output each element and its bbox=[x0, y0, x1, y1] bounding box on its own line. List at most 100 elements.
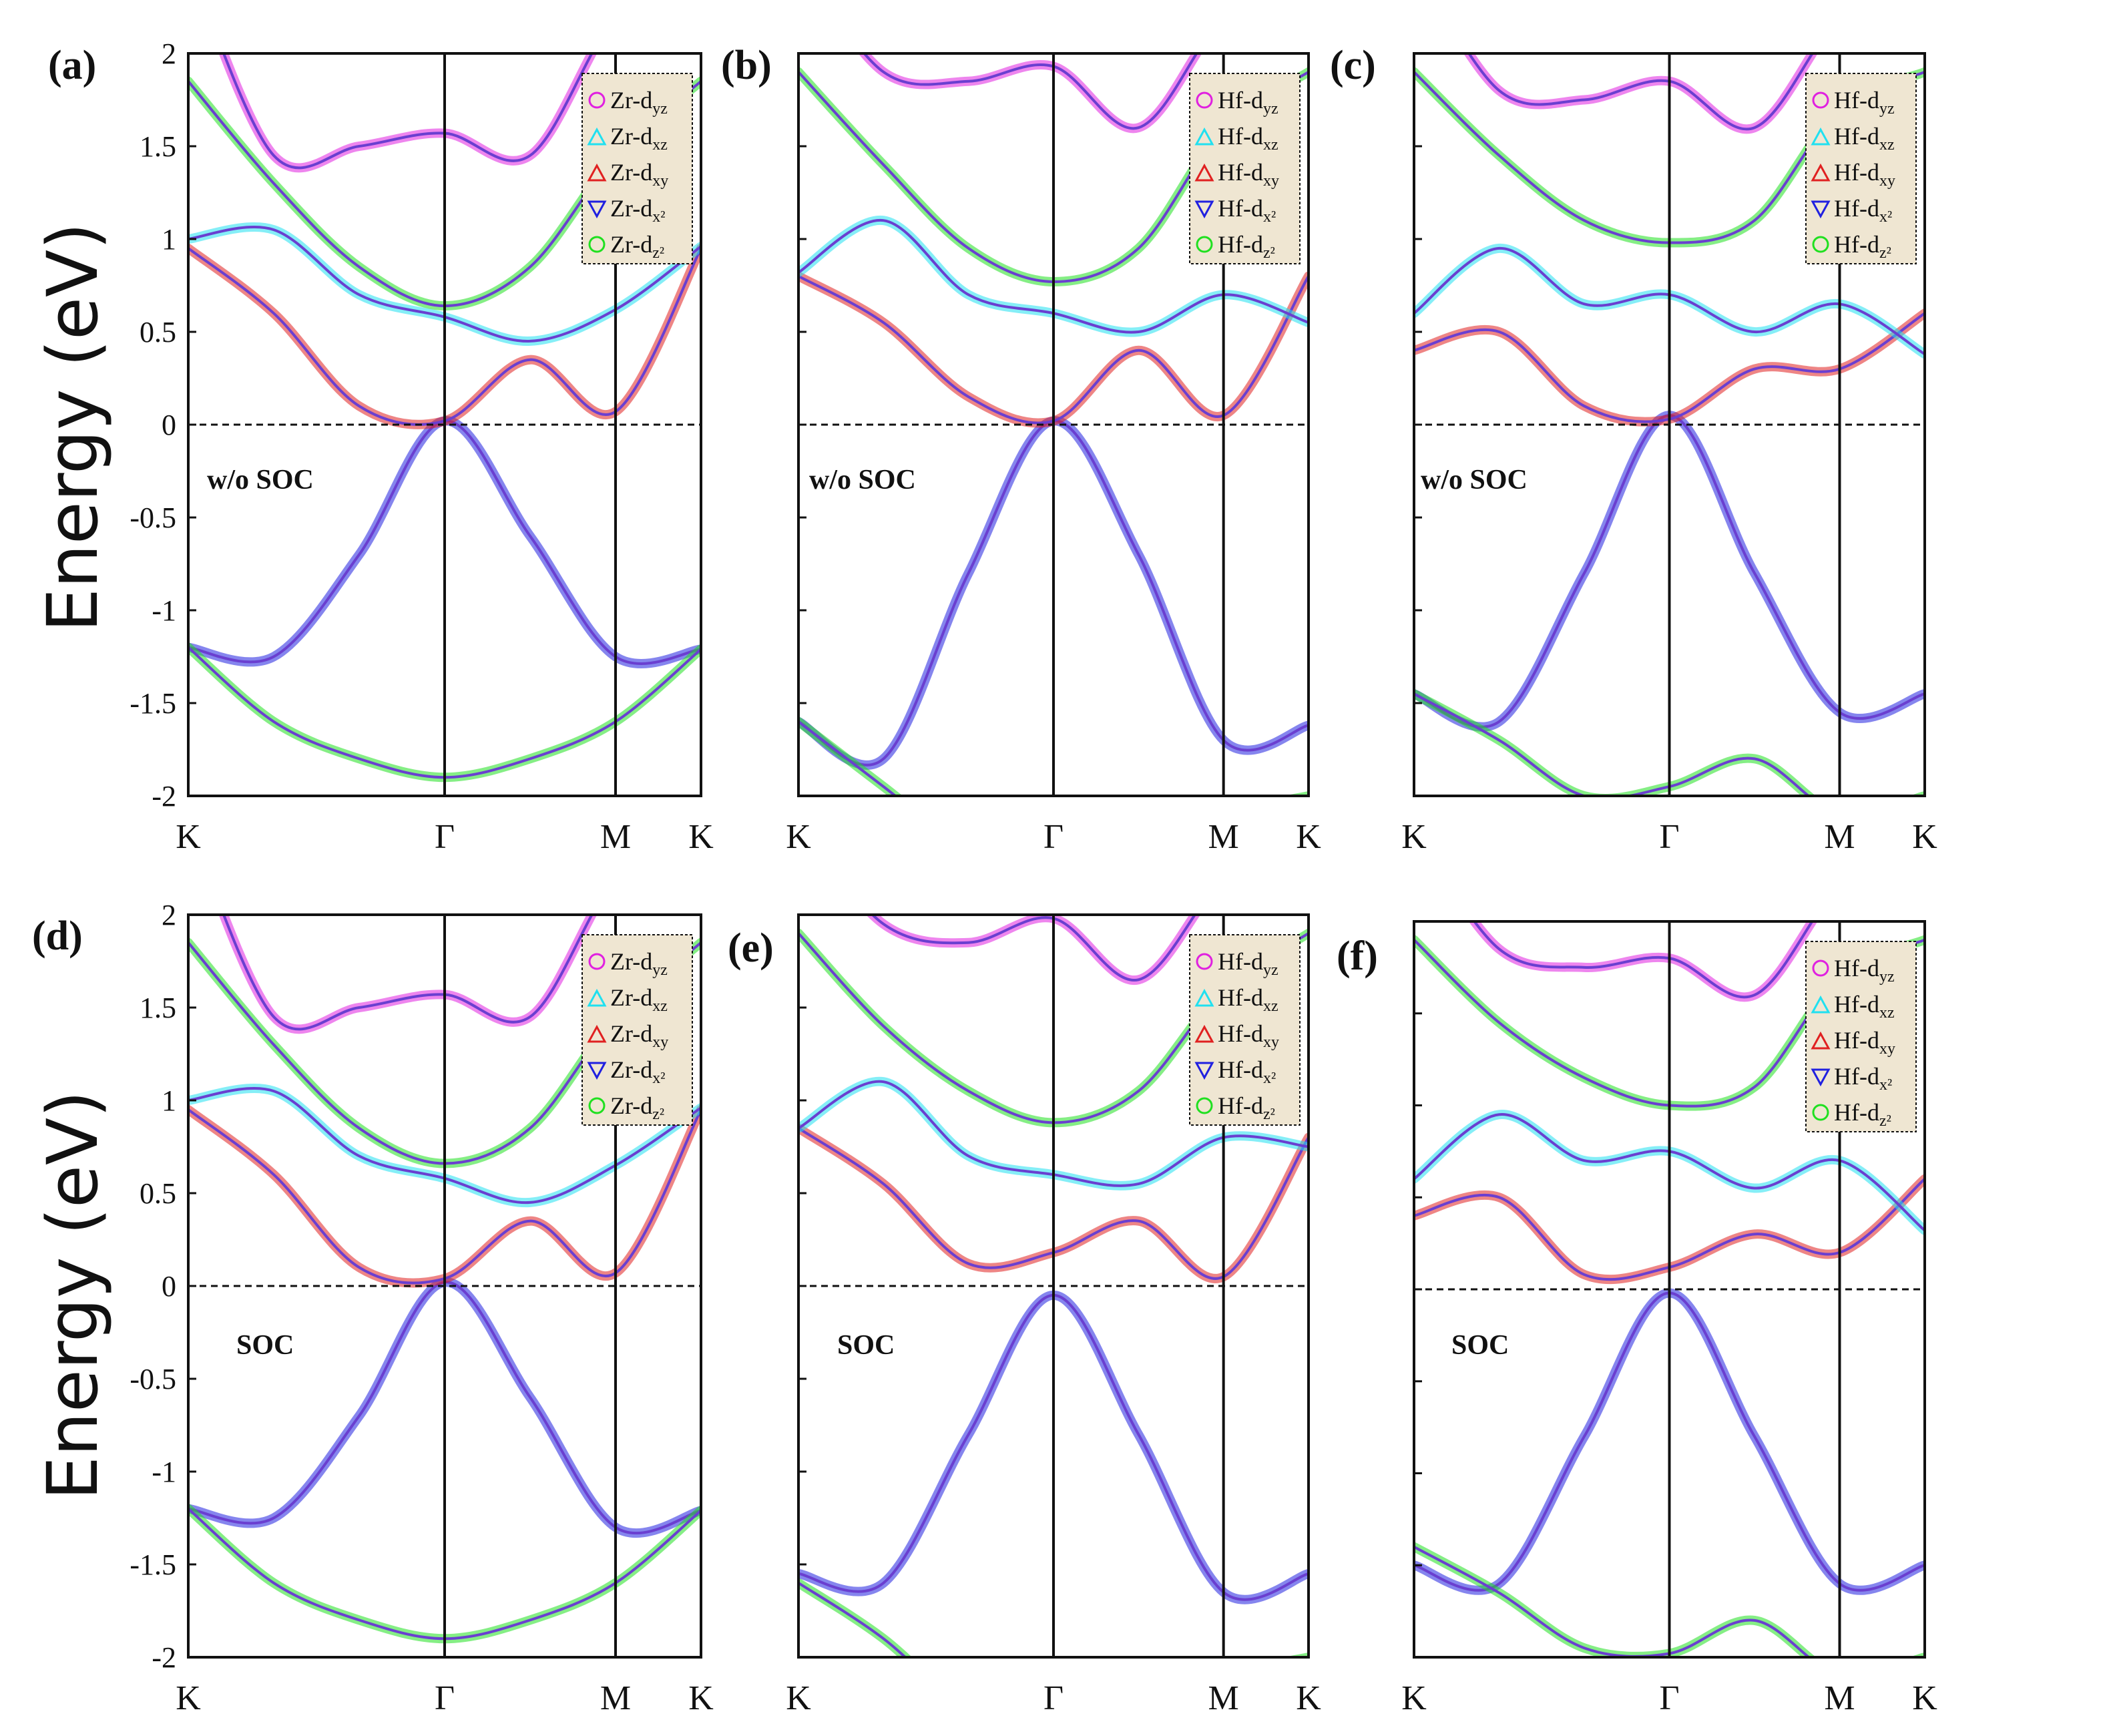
legend-entry-dxy-symbol bbox=[587, 1024, 607, 1043]
legend-box bbox=[581, 73, 693, 264]
legend-entry-dyz-circle-marker bbox=[1196, 91, 1213, 109]
legend-entry-dx2-triangle-down-marker bbox=[1811, 1068, 1831, 1087]
legend-entry-dxz-triangle-marker bbox=[1811, 995, 1831, 1014]
kpoint-label-3: K bbox=[1912, 1679, 1937, 1717]
y-tick-label: 1 bbox=[162, 223, 176, 256]
legend-entry-dx2-symbol bbox=[587, 1062, 607, 1080]
legend-entry-dxy-label: Hf-dxy bbox=[1218, 159, 1279, 190]
legend-entry-dyz-symbol bbox=[588, 91, 606, 109]
panel-label: (f) bbox=[1337, 933, 1378, 979]
legend-entry-dz2-circle-marker bbox=[588, 236, 606, 253]
legend: Zr-dyz Zr-dxz Zr-dxy Zr-dx² Zr-dz² bbox=[581, 73, 693, 264]
legend-entry-dxz-symbol bbox=[1811, 127, 1831, 146]
legend-entry-dyz-symbol bbox=[588, 953, 606, 970]
legend-entry-dxy-symbol bbox=[1194, 163, 1214, 182]
legend-entry-dxz-label: Hf-dxz bbox=[1834, 991, 1895, 1022]
soc-annotation: SOC bbox=[837, 1330, 895, 1361]
y-axis-label-top: Energy (eV) bbox=[32, 222, 113, 632]
kpoint-label-1: Γ bbox=[1659, 1679, 1679, 1717]
legend-entry-dx2-label: Hf-dx² bbox=[1218, 195, 1276, 226]
legend-entry-dxz-symbol bbox=[1194, 127, 1214, 146]
legend-entry-dyz-circle-marker bbox=[1812, 91, 1829, 109]
legend-entry-dyz-circle-marker bbox=[588, 953, 606, 970]
legend-entry-dxz-label: Zr-dxz bbox=[610, 984, 668, 1015]
kpoint-label-2: M bbox=[1208, 818, 1239, 856]
y-tick-label: 2 bbox=[162, 37, 176, 70]
legend-entry-dx2-triangle-down-marker bbox=[1811, 200, 1831, 219]
legend-entry-dxz-symbol bbox=[587, 127, 607, 146]
legend-entry-dxz-triangle-marker bbox=[587, 988, 607, 1007]
y-tick-label: 0 bbox=[162, 1270, 176, 1303]
kpoint-label-1: Γ bbox=[1043, 1679, 1064, 1717]
legend-entry-dxz-triangle-marker bbox=[1194, 127, 1214, 146]
legend-entry-dz2-label: Zr-dz² bbox=[610, 231, 664, 262]
legend-entry-dxy-symbol bbox=[587, 163, 607, 182]
kpoint-label-0: K bbox=[176, 818, 201, 856]
band-cb-1 bbox=[798, 1127, 1309, 1280]
legend-entry-dx2-symbol bbox=[587, 200, 607, 219]
legend-entry-dyz-circle-marker bbox=[1812, 959, 1829, 977]
y-tick-label: -0.5 bbox=[130, 501, 176, 534]
panel-label: (d) bbox=[32, 913, 83, 959]
kpoint-label-0: K bbox=[176, 1679, 201, 1717]
legend-entry-dx2-triangle-down-marker bbox=[1194, 1062, 1214, 1080]
legend-entry-dz2-label: Zr-dz² bbox=[610, 1092, 664, 1123]
legend-box bbox=[581, 934, 693, 1126]
legend-entry-dyz-label: Hf-dyz bbox=[1218, 87, 1278, 118]
legend-entry-dxy-triangle-marker bbox=[1811, 1031, 1831, 1050]
soc-annotation: w/o SOC bbox=[1421, 465, 1528, 495]
y-tick-label: 1.5 bbox=[140, 992, 176, 1024]
panel-label: (c) bbox=[1330, 43, 1376, 88]
legend-entry-dz2-circle-marker bbox=[1812, 1104, 1829, 1121]
legend-entry-dyz-circle-marker bbox=[1196, 953, 1213, 970]
kpoint-label-3: K bbox=[1296, 1679, 1321, 1717]
kpoint-label-3: K bbox=[1296, 818, 1321, 856]
panel-e: K Γ M K (e) SOC Hf-dyz Hf-dxz Hf-dxy Hf-dx² Hf-dz² bbox=[728, 913, 1321, 1717]
kpoint-label-2: M bbox=[1824, 818, 1855, 856]
legend: Hf-dyz Hf-dxz Hf-dxy Hf-dx² Hf-dz² bbox=[1805, 941, 1917, 1132]
legend-entry-dyz-symbol bbox=[1812, 959, 1829, 977]
legend-entry-dxz-label: Hf-dxz bbox=[1834, 123, 1895, 154]
legend: Zr-dyz Zr-dxz Zr-dxy Zr-dx² Zr-dz² bbox=[581, 934, 693, 1126]
legend-entry-dxz-symbol bbox=[587, 988, 607, 1007]
legend-entry-dxy-label: Hf-dxy bbox=[1834, 1027, 1895, 1058]
legend-box bbox=[1189, 73, 1301, 264]
legend-entry-dyz-circle-marker bbox=[588, 91, 606, 109]
legend-entry-dz2-label: Hf-dz² bbox=[1834, 231, 1891, 262]
kpoint-label-3: K bbox=[688, 818, 714, 856]
y-tick-label: 0 bbox=[162, 409, 176, 441]
kpoint-label-1: Γ bbox=[1659, 818, 1679, 856]
legend-entry-dyz-symbol bbox=[1196, 953, 1213, 970]
legend-entry-dxy-triangle-marker bbox=[1194, 163, 1214, 182]
legend-entry-dx2-label: Zr-dx² bbox=[610, 195, 665, 226]
legend-entry-dz2-symbol bbox=[1196, 236, 1213, 253]
panel-d: 21.510.50-0.5-1-1.5-2K Γ M K(d)SOCZr-dyzZr-… bbox=[32, 899, 714, 1717]
y-tick-label: 0.5 bbox=[140, 1177, 176, 1210]
soc-annotation: SOC bbox=[236, 1330, 294, 1361]
legend: Hf-dyz Hf-dxz Hf-dxy Hf-dx² Hf-dz² bbox=[1189, 73, 1301, 264]
legend-entry-dxz-label: Hf-dxz bbox=[1218, 123, 1278, 154]
legend-entry-dxy-label: Hf-dxy bbox=[1834, 159, 1895, 190]
panel-label: (e) bbox=[728, 925, 774, 971]
legend-entry-dyz-symbol bbox=[1196, 91, 1213, 109]
legend-entry-dyz-label: Zr-dyz bbox=[610, 948, 668, 979]
legend-entry-dxz-symbol bbox=[1194, 988, 1214, 1007]
y-tick-label: -1 bbox=[152, 594, 176, 627]
legend-entry-dxz-triangle-marker bbox=[1194, 988, 1214, 1007]
panel-a: 21.510.50-0.5-1-1.5-2K Γ M K(a)w/o SOCZr-dy… bbox=[48, 37, 714, 856]
legend-entry-dx2-symbol bbox=[1194, 1062, 1214, 1080]
legend-entry-dxy-triangle-marker bbox=[1811, 163, 1831, 182]
y-tick-label: -1 bbox=[152, 1456, 176, 1488]
y-tick-label: 2 bbox=[162, 899, 176, 931]
legend-entry-dyz-label: Hf-dyz bbox=[1834, 955, 1895, 986]
band-vb-2 bbox=[798, 1582, 1309, 1657]
kpoint-label-1: Γ bbox=[435, 1679, 455, 1717]
legend-entry-dz2-symbol bbox=[588, 236, 606, 253]
legend-entry-dxy-triangle-marker bbox=[587, 1024, 607, 1043]
legend-box bbox=[1805, 941, 1917, 1132]
legend-entry-dx2-triangle-down-marker bbox=[587, 1062, 607, 1080]
legend-entry-dx2-label: Zr-dx² bbox=[610, 1056, 665, 1087]
kpoint-label-0: K bbox=[1401, 1679, 1427, 1717]
y-tick-label: 1.5 bbox=[140, 130, 176, 163]
